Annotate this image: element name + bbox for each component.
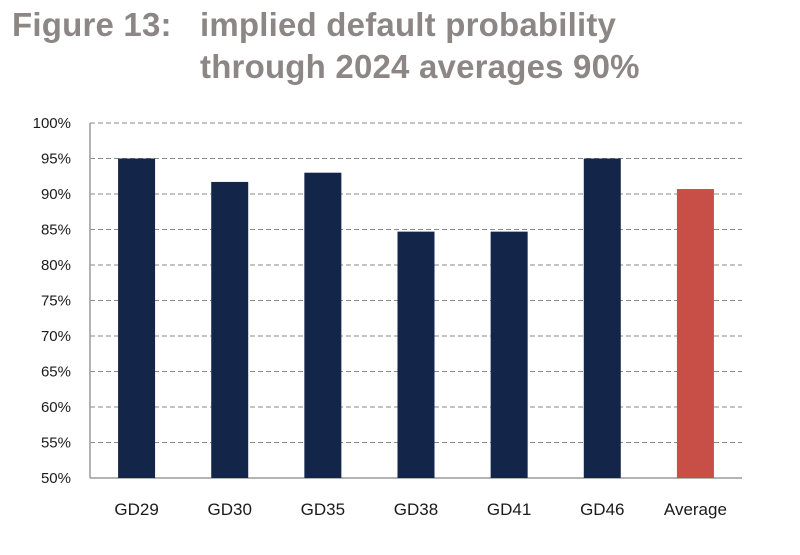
- bar-gd35: [304, 172, 342, 478]
- y-tick-label: 60%: [41, 399, 71, 416]
- gridlines: [90, 122, 742, 443]
- y-tick-label: 65%: [41, 364, 71, 381]
- y-tick-label: 80%: [41, 257, 71, 274]
- title-line-2: through 2024 averages 90%: [200, 48, 640, 85]
- bar-gd30: [211, 181, 249, 478]
- bars: [118, 158, 714, 478]
- y-tick-label: 55%: [41, 435, 71, 452]
- x-tick-label: Average: [664, 500, 727, 519]
- x-tick-label: GD41: [487, 500, 531, 519]
- title-line-1: implied default probability: [200, 6, 617, 43]
- figure-title: Figure 13: implied default probability th…: [12, 4, 640, 88]
- y-tick-labels: 50% 55% 60% 65% 70% 75% 80% 85% 90% 95% 100%: [33, 115, 71, 487]
- bar-gd41: [490, 231, 528, 478]
- x-tick-label: GD30: [208, 500, 252, 519]
- x-tick-label: GD35: [301, 500, 345, 519]
- bar-average: [676, 189, 714, 478]
- y-tick-label: 100%: [33, 115, 71, 132]
- y-tick-label: 85%: [41, 222, 71, 239]
- bar-gd38: [397, 231, 435, 478]
- x-tick-label: GD29: [114, 500, 158, 519]
- figure-label: Figure 13:: [12, 6, 172, 43]
- x-tick-label: GD38: [394, 500, 438, 519]
- bar-gd46: [583, 158, 621, 478]
- y-tick-label: 90%: [41, 186, 71, 203]
- y-tick-label: 95%: [41, 151, 71, 168]
- y-tick-label: 75%: [41, 293, 71, 310]
- y-tick-label: 70%: [41, 328, 71, 345]
- bar-gd29: [118, 158, 156, 478]
- y-tick-label: 50%: [41, 470, 71, 487]
- x-tick-label: GD46: [580, 500, 624, 519]
- x-tick-labels: GD29 GD30 GD35 GD38 GD41 GD46 Average: [114, 500, 727, 519]
